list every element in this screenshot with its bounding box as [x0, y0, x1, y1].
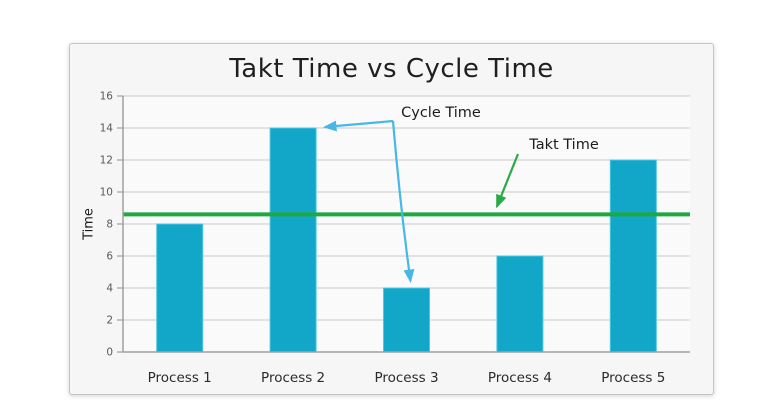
chart-card [69, 43, 714, 395]
chart-title: Takt Time vs Cycle Time [229, 54, 554, 84]
takt-time-annotation-label: Takt Time [529, 137, 599, 153]
cycle-time-annotation-label: Cycle Time [401, 105, 481, 121]
y-axis-title: Time [81, 208, 97, 240]
